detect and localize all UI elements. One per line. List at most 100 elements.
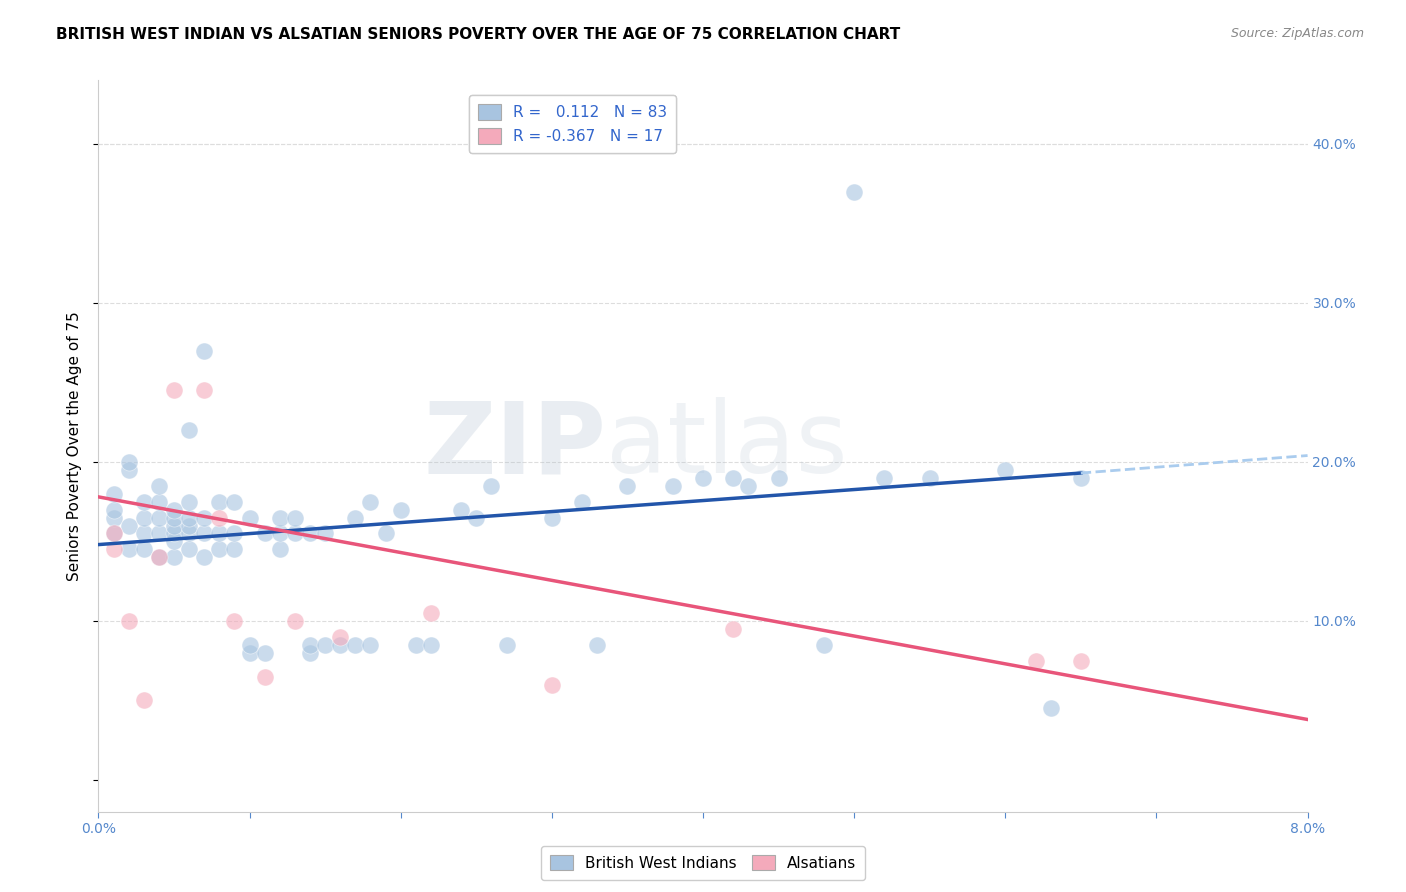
Point	[1070, 471, 1092, 485]
Point	[148, 550, 170, 565]
Point	[540, 677, 562, 691]
Point	[224, 494, 246, 508]
Point	[208, 526, 231, 541]
Point	[208, 494, 231, 508]
Point	[284, 510, 307, 524]
Point	[239, 638, 262, 652]
Point	[723, 471, 745, 485]
Point	[586, 638, 609, 652]
Point	[314, 638, 336, 652]
Point	[540, 510, 562, 524]
Point	[193, 550, 215, 565]
Point	[239, 646, 262, 660]
Point	[692, 471, 714, 485]
Point	[148, 494, 170, 508]
Point	[163, 384, 186, 398]
Point	[103, 486, 125, 500]
Point	[163, 518, 186, 533]
Point	[269, 542, 291, 557]
Point	[224, 614, 246, 628]
Point	[179, 510, 201, 524]
Point	[193, 343, 215, 358]
Point	[103, 526, 125, 541]
Point	[360, 494, 382, 508]
Point	[813, 638, 835, 652]
Text: ZIP: ZIP	[423, 398, 606, 494]
Point	[360, 638, 382, 652]
Point	[103, 510, 125, 524]
Point	[1039, 701, 1062, 715]
Point	[329, 630, 352, 644]
Point	[118, 455, 141, 469]
Point	[179, 526, 201, 541]
Point	[284, 614, 307, 628]
Point	[118, 463, 141, 477]
Text: Source: ZipAtlas.com: Source: ZipAtlas.com	[1230, 27, 1364, 40]
Point	[179, 542, 201, 557]
Point	[344, 510, 367, 524]
Point	[148, 510, 170, 524]
Point	[132, 510, 155, 524]
Point	[224, 526, 246, 541]
Point	[118, 614, 141, 628]
Point	[103, 542, 125, 557]
Point	[450, 502, 472, 516]
Point	[374, 526, 396, 541]
Point	[148, 479, 170, 493]
Point	[269, 510, 291, 524]
Point	[253, 646, 276, 660]
Legend: British West Indians, Alsatians: British West Indians, Alsatians	[541, 846, 865, 880]
Point	[299, 646, 322, 660]
Point	[224, 542, 246, 557]
Legend: R =   0.112   N = 83, R = -0.367   N = 17: R = 0.112 N = 83, R = -0.367 N = 17	[468, 95, 676, 153]
Point	[405, 638, 427, 652]
Point	[103, 526, 125, 541]
Point	[253, 669, 276, 683]
Point	[193, 384, 215, 398]
Point	[1070, 654, 1092, 668]
Point	[768, 471, 790, 485]
Point	[314, 526, 336, 541]
Point	[994, 463, 1017, 477]
Point	[465, 510, 488, 524]
Point	[208, 510, 231, 524]
Point	[132, 494, 155, 508]
Point	[179, 423, 201, 437]
Point	[571, 494, 593, 508]
Point	[284, 526, 307, 541]
Point	[179, 518, 201, 533]
Point	[118, 542, 141, 557]
Point	[495, 638, 517, 652]
Point	[239, 510, 262, 524]
Point	[132, 542, 155, 557]
Point	[269, 526, 291, 541]
Point	[420, 606, 443, 620]
Point	[299, 526, 322, 541]
Point	[208, 542, 231, 557]
Point	[163, 502, 186, 516]
Point	[179, 494, 201, 508]
Point	[148, 550, 170, 565]
Point	[420, 638, 443, 652]
Point	[1025, 654, 1047, 668]
Point	[193, 526, 215, 541]
Point	[132, 526, 155, 541]
Text: BRITISH WEST INDIAN VS ALSATIAN SENIORS POVERTY OVER THE AGE OF 75 CORRELATION C: BRITISH WEST INDIAN VS ALSATIAN SENIORS …	[56, 27, 900, 42]
Point	[163, 510, 186, 524]
Point	[163, 534, 186, 549]
Point	[873, 471, 896, 485]
Point	[616, 479, 638, 493]
Point	[163, 526, 186, 541]
Point	[661, 479, 683, 493]
Point	[299, 638, 322, 652]
Point	[329, 638, 352, 652]
Point	[253, 526, 276, 541]
Point	[148, 526, 170, 541]
Y-axis label: Seniors Poverty Over the Age of 75: Seniors Poverty Over the Age of 75	[67, 311, 83, 581]
Point	[163, 550, 186, 565]
Text: atlas: atlas	[606, 398, 848, 494]
Point	[132, 693, 155, 707]
Point	[844, 185, 866, 199]
Point	[193, 510, 215, 524]
Point	[481, 479, 503, 493]
